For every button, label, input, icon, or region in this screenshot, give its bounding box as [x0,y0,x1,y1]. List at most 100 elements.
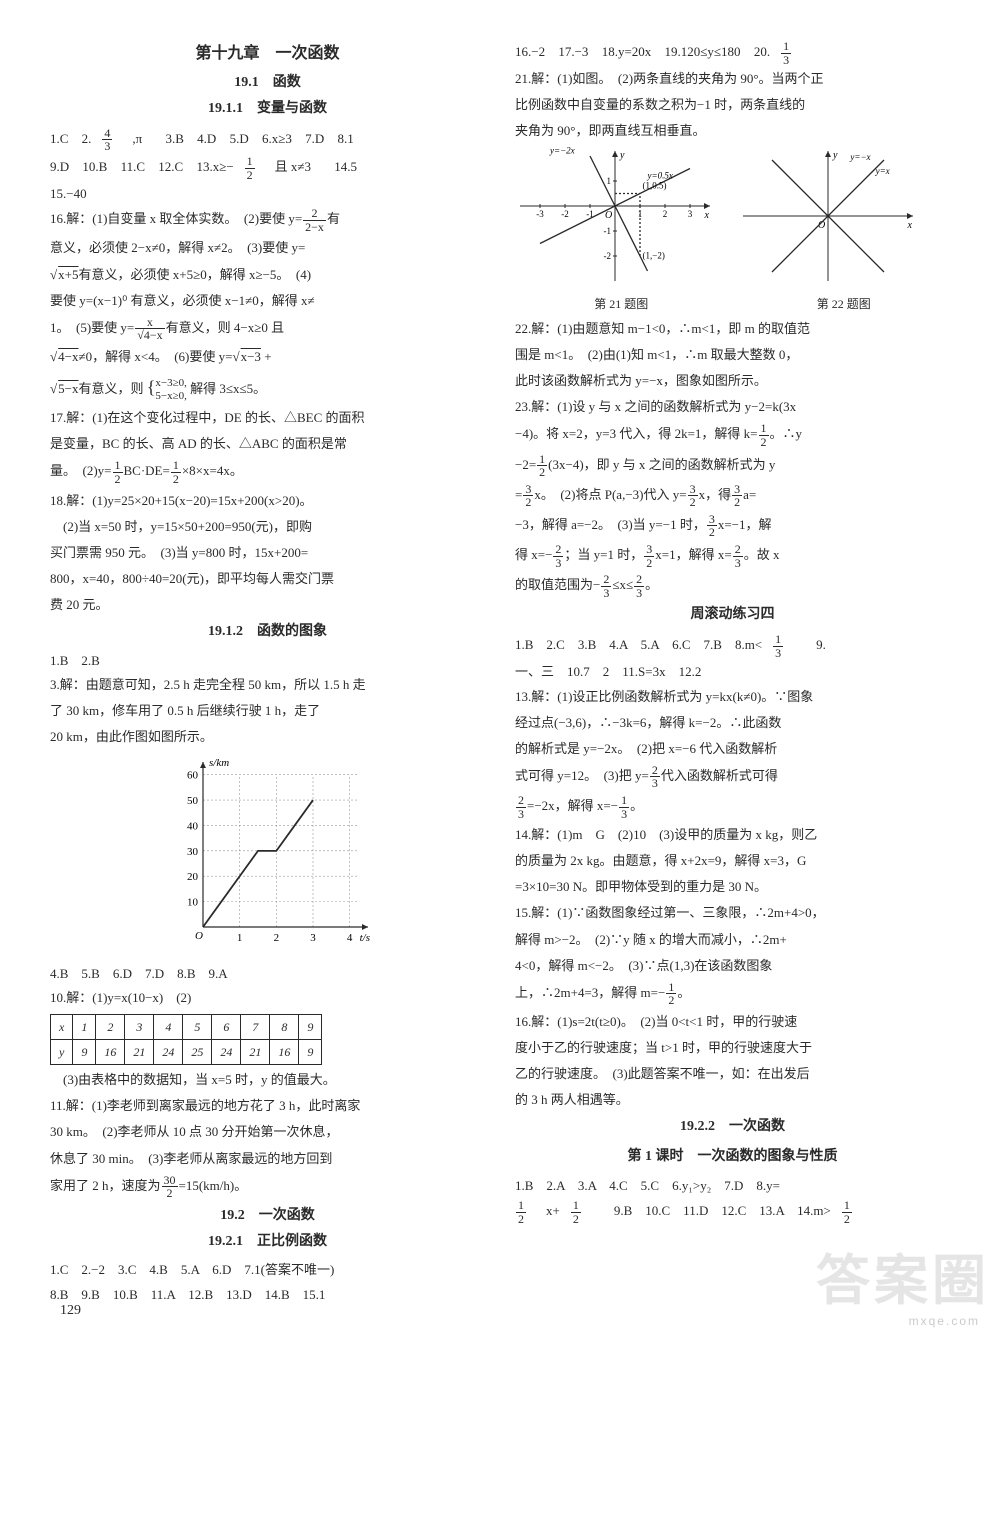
ans-4: 4.D [197,131,216,146]
subsection-title-2: 19.1.2 函数的图象 [50,620,485,644]
solution-r13a: 13.解：(1)设正比例函数解析式为 y=kx(k≠0)。∵图象 [515,686,950,708]
svg-text:y: y [832,150,838,161]
solution-r15a: 15.解：(1)∵函数图象经过第一、三象限，∴2m+4>0， [515,902,950,924]
solution-r14b: 的质量为 2x kg。由题意，得 x+2x=9，解得 x=3，G [515,850,950,872]
svg-text:y=0.5x: y=0.5x [647,171,673,181]
svg-text:-1: -1 [604,226,612,236]
svg-text:3: 3 [688,209,693,219]
chapter-title: 第十九章 一次函数 [50,40,485,67]
svg-text:50: 50 [187,795,199,807]
left-column: 第十九章 一次函数 19.1 函数 19.1.1 变量与函数 1.C 2.43,… [50,40,485,1308]
solution-16: 16.解：(1)自变量 x 取全体实数。 (2)要使 y=22−x有 [50,207,485,233]
ans-17: 17.−3 [558,44,588,59]
solution-23c: −2=12(3x−4)，即 y 与 x 之间的函数解析式为 y [515,453,950,479]
solution-21a: 21.解：(1)如图。 (2)两条直线的夹角为 90°。当两个正 [515,68,950,90]
solution-11c: 休息了 30 min。 (3)李老师从离家最远的地方回到 [50,1148,485,1170]
ans-2: 2.43,π [82,131,153,146]
solution-23g: 的取值范围为−23≤x≤23。 [515,573,950,599]
ans-12: 12.C [158,159,183,174]
ans-6: 6.x≥3 [262,131,292,146]
subsection-title: 19.1.1 变量与函数 [50,97,485,121]
solution-r13e: 23=−2x，解得 x=−13。 [515,794,950,820]
solution-r14a: 14.解：(1)m G (2)10 (3)设甲的质量为 x kg，则乙 [515,824,950,846]
solution-r16c: 乙的行驶速度。 (3)此题答案不唯一，如：在出发后 [515,1063,950,1085]
svg-text:-2: -2 [561,209,569,219]
chart1-svg: 1020304050601234s/kmt/sO [158,752,378,952]
svg-text:y=x: y=x [874,166,889,176]
svg-text:y=−x: y=−x [849,152,870,162]
solution-r16a: 16.解：(1)s=2t(t≥0)。 (2)当 0<t<1 时，甲的行驶速 [515,1011,950,1033]
solution-18e: 费 20 元。 [50,594,485,616]
svg-text:x: x [906,220,912,231]
chart-distance-time: 1020304050601234s/kmt/sO [50,752,485,959]
solution-18a: 18.解：(1)y=25×20+15(x−20)=15x+200(x>20)。 [50,490,485,512]
solution-17b: 是变量，BC 的长、高 AD 的长、△ABC 的面积是常 [50,433,485,455]
solution-16f: √4−x≠0，解得 x<4。 (6)要使 y=√x−3 + [50,346,485,368]
svg-text:O: O [195,930,203,942]
answer-row-g1: 1.B 2.A 3.A 4.C 5.C 6.y₁>y₂ 7.D 8.y= [515,1175,950,1197]
solution-r15c: 4<0，解得 m<−2。 (3)∵点(1,3)在该函数图象 [515,955,950,977]
solution-r15d: 上，∴2m+4=3，解得 m=−12。 [515,981,950,1007]
solution-r13d: 式可得 y=12。 (3)把 y=23代入函数解析式可得 [515,764,950,790]
fig-22-label: 第 22 题图 [738,294,951,314]
svg-text:4: 4 [346,932,352,944]
ans-11: 11.C [121,159,145,174]
svg-text:t/s: t/s [359,932,369,944]
solution-23d: =32x。 (2)将点 P(a,−3)代入 y=32x，得32a= [515,483,950,509]
watermark-sub: mxqe.com [909,1311,980,1331]
solution-23b: −4)。将 x=2，y=3 代入，得 2k=1，解得 k=12。∴y [515,422,950,448]
solution-18b: (2)当 x=50 时，y=15×50+200=950(元)，即购 [50,516,485,538]
solution-10b: (3)由表格中的数据知，当 x=5 时，y 的值最大。 [50,1069,485,1091]
solution-r13b: 经过点(−3,6)，∴−3k=6，解得 k=−2。∴此函数 [515,712,950,734]
solution-r15b: 解得 m>−2。 (2)∵y 随 x 的增大而减小，∴2m+ [515,929,950,951]
ans-9: 9.D [50,159,69,174]
solution-23f: 得 x=−23；当 y=1 时，32x=1，解得 x=23。故 x [515,543,950,569]
solution-22b: 围是 m<1。 (2)由(1)知 m<1，∴m 取最大整数 0， [515,344,950,366]
solution-16g: √5−x有意义，则 {x−3≥0,5−x≥0, 解得 3≤x≤5。 [50,372,485,403]
svg-text:1: 1 [607,176,612,186]
chart-pair-21-22: Oxy-3-2-1123-2-11y=−2xy=0.5x(1,0.5)(1,−2… [515,146,950,313]
answer-row-3: 15.−40 [50,183,485,205]
svg-text:30: 30 [187,846,199,858]
fig-21-label: 第 21 题图 [515,294,728,314]
solution-16b: 意义，必须使 2−x≠0，解得 x≠2。 (3)要使 y= [50,237,485,259]
solution-3b: 了 30 km，修车用了 0.5 h 后继续行驶 1 h，走了 [50,700,485,722]
xy-table: x123456789 y9162124252421169 [50,1014,322,1066]
subsection-title-r: 19.2.2 一次函数 [515,1115,950,1139]
solution-16e: 1。 (5)要使 y=x√4−x有意义，则 4−x≥0 且 [50,316,485,342]
chart-22: Oxyy=−xy=x [738,146,918,286]
ans-1: 1.C [50,131,68,146]
answer-row-g2: 12x+12 9.B 10.C 11.D 12.C 13.A 14.m>12 [515,1199,950,1225]
answer-row-d1: 1.C 2.−2 3.C 4.B 5.A 6.D 7.1(答案不唯一) [50,1259,485,1281]
svg-text:2: 2 [273,932,279,944]
ans-14: 14.5 [334,159,357,174]
svg-text:3: 3 [310,932,316,944]
answer-row-d2: 8.B 9.B 10.B 11.A 12.B 13.D 14.B 15.1 [50,1284,485,1306]
ans-8: 8.1 [337,131,353,146]
ans-3: 3.B [166,131,184,146]
solution-r16b: 度小于乙的行驶速度；当 t>1 时，甲的行驶速度大于 [515,1037,950,1059]
solution-16c: √x+5有意义，必须使 x+5≥0，解得 x≥−5。 (4) [50,264,485,286]
answer-row-f2: 一、三 10.7 2 11.S=3x 12.2 [515,661,950,683]
answer-row-e: 16.−2 17.−3 18.y=20x 19.120≤y≤180 20.13 [515,40,950,66]
solution-11a: 11.解：(1)李老师到离家最远的地方花了 3 h，此时离家 [50,1095,485,1117]
solution-21c: 夹角为 90°，即两直线互相垂直。 [515,120,950,142]
ans-19: 19.120≤y≤180 [665,44,741,59]
svg-text:20: 20 [187,871,199,883]
answer-row-1: 1.C 2.43,π 3.B 4.D 5.D 6.x≥3 7.D 8.1 [50,127,485,153]
solution-22a: 22.解：(1)由题意知 m−1<0，∴m<1，即 m 的取值范 [515,318,950,340]
svg-text:(1,0.5): (1,0.5) [643,181,667,191]
answer-row-c: 4.B 5.B 6.D 7.D 8.B 9.A [50,963,485,985]
answer-row-2: 9.D 10.B 11.C 12.C 13.x≥−12且 x≠3 14.5 [50,155,485,181]
solution-23a: 23.解：(1)设 y 与 x 之间的函数解析式为 y−2=k(3x [515,396,950,418]
svg-text:x: x [704,210,710,221]
page-number: 129 [60,1299,81,1323]
solution-11d: 家用了 2 h，速度为302=15(km/h)。 [50,1174,485,1200]
solution-16d: 要使 y=(x−1)⁰ 有意义，必须使 x−1≠0，解得 x≠ [50,290,485,312]
svg-text:10: 10 [187,897,199,909]
solution-10: 10.解：(1)y=x(10−x) (2) [50,987,485,1009]
ans-18: 18.y=20x [602,44,652,59]
section-title-r: 周滚动练习四 [515,603,950,627]
svg-text:2: 2 [663,209,668,219]
svg-text:s/km: s/km [209,757,229,769]
